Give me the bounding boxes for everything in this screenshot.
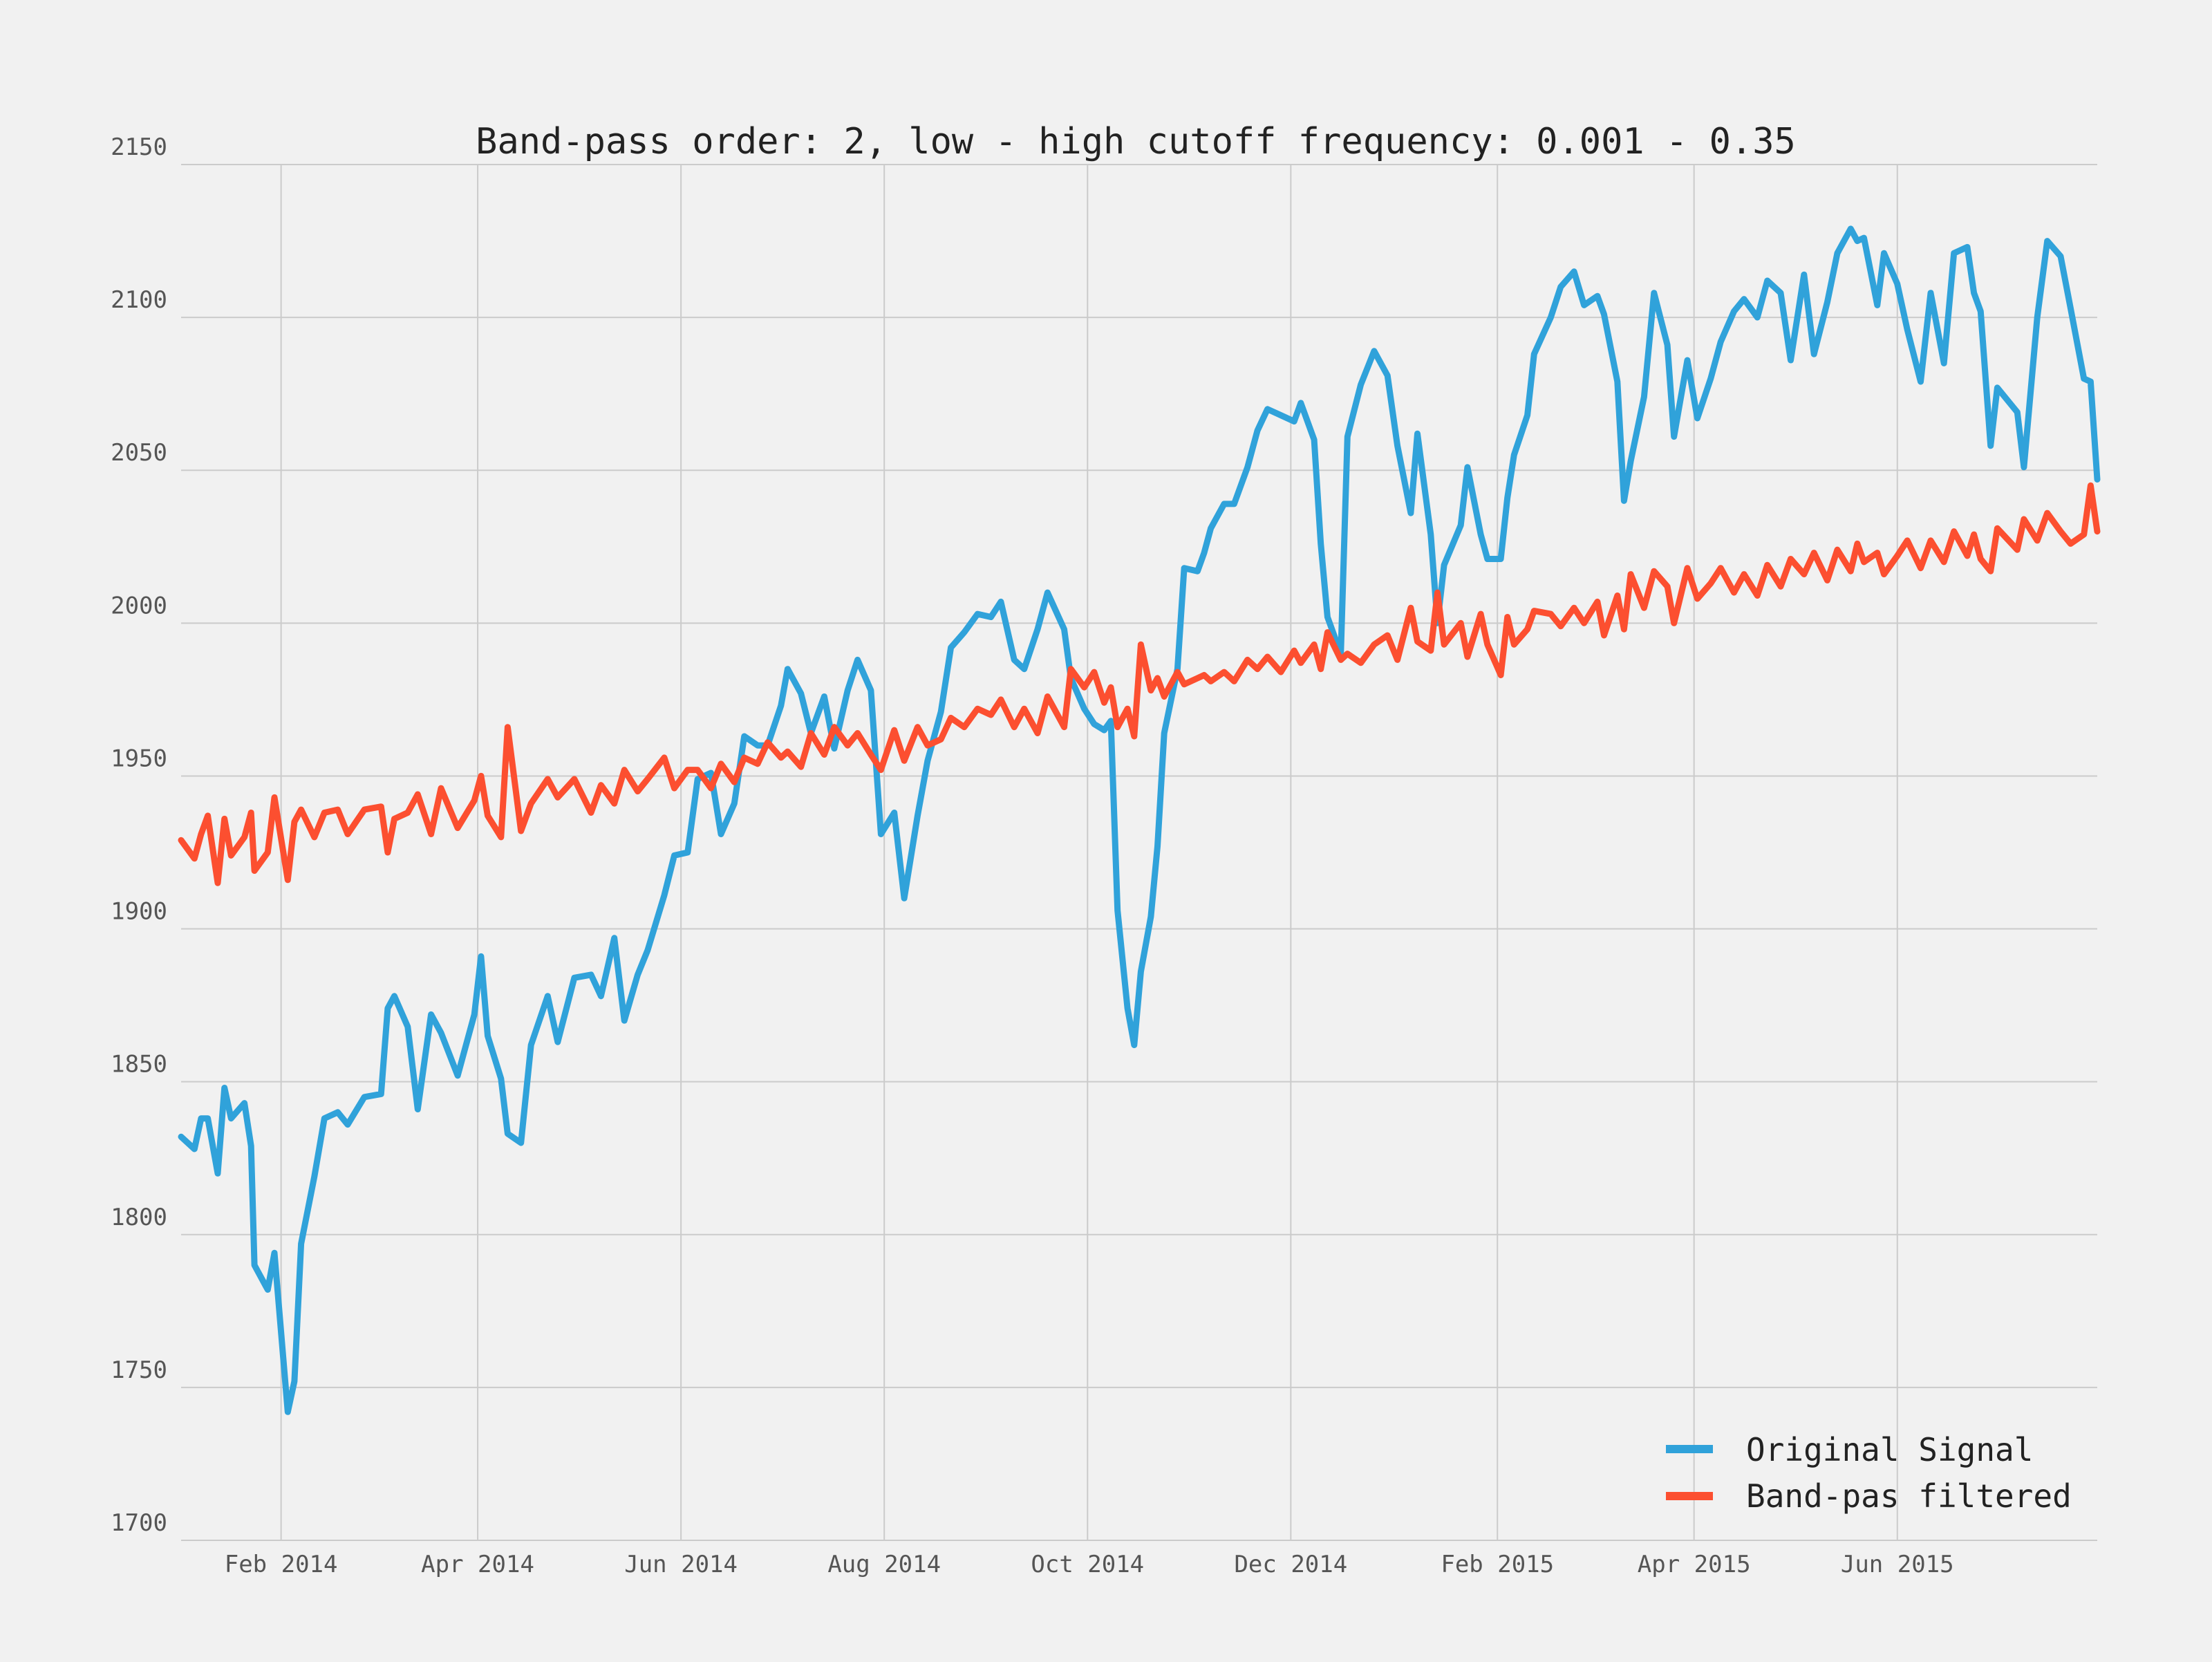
x-tick-label: Apr 2014 <box>421 1551 534 1578</box>
plot-series <box>178 225 2101 1415</box>
x-axis-ticks: Feb 2014 Apr 2014 Jun 2014 Aug 2014 Oct 2014… <box>225 1551 1954 1578</box>
y-tick-label: 1950 <box>111 745 167 772</box>
y-tick-label: 2050 <box>111 439 167 467</box>
x-tick-label: Apr 2015 <box>1638 1551 1751 1578</box>
y-tick-label: 1750 <box>111 1356 167 1384</box>
grid-lines <box>181 164 2097 1541</box>
y-tick-label: 1800 <box>111 1204 167 1231</box>
x-tick-label: Dec 2014 <box>1234 1551 1347 1578</box>
legend-label-band-pass-filtered: Band-pas filtered <box>1746 1477 2072 1515</box>
y-axis-ticks: 1700 1750 1800 1850 1900 1950 2000 2050 2100 2150 <box>111 133 167 1537</box>
y-tick-label: 1900 <box>111 898 167 926</box>
x-tick-label: Aug 2014 <box>827 1551 941 1578</box>
x-tick-label: Jun 2015 <box>1841 1551 1954 1578</box>
chart-title: Band-pass order: 2, low - high cutoff fr… <box>476 121 1796 162</box>
x-tick-label: Oct 2014 <box>1031 1551 1144 1578</box>
x-tick-label: Feb 2014 <box>225 1551 338 1578</box>
legend: Original Signal Band-pas filtered <box>1666 1431 2072 1515</box>
series-line-original-signal <box>178 225 2101 1415</box>
legend-label-original-signal: Original Signal <box>1746 1431 2033 1468</box>
y-tick-label: 2000 <box>111 592 167 619</box>
y-tick-label: 2100 <box>111 286 167 314</box>
x-tick-label: Jun 2014 <box>624 1551 738 1578</box>
y-tick-label: 1850 <box>111 1051 167 1079</box>
series-line-band-pas-filtered <box>178 482 2101 886</box>
y-tick-label: 1700 <box>111 1509 167 1537</box>
y-tick-label: 2150 <box>111 133 167 161</box>
x-tick-label: Feb 2015 <box>1441 1551 1554 1578</box>
